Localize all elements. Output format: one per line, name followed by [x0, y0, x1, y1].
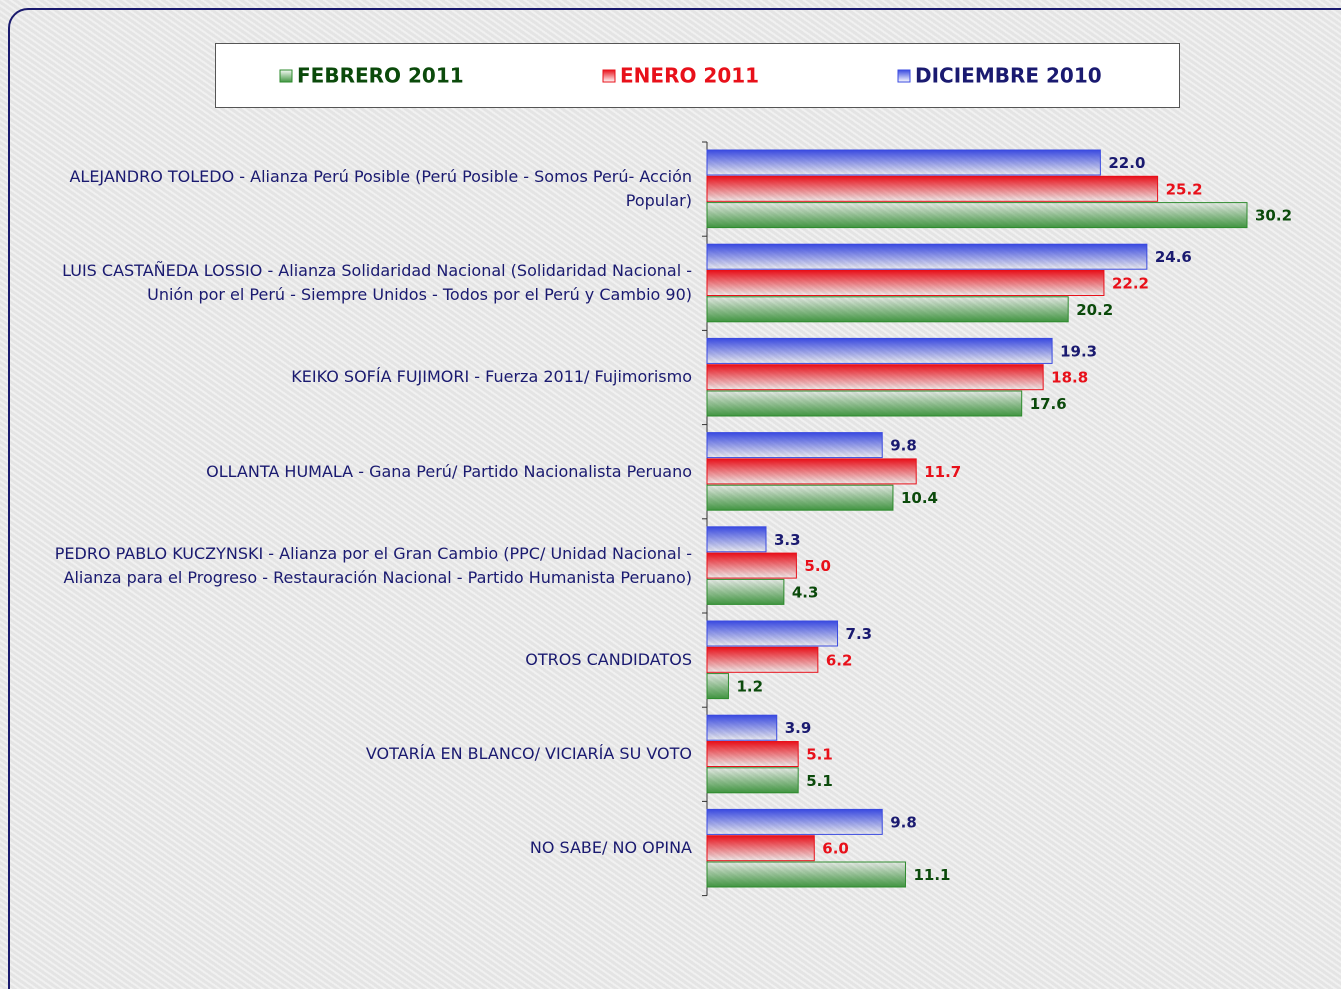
bar [706, 458, 917, 485]
bar [706, 202, 1248, 229]
value-label: 5.1 [806, 772, 833, 790]
value-label: 18.8 [1051, 369, 1088, 387]
value-label: 5.0 [804, 557, 831, 575]
value-label: 11.7 [924, 463, 961, 481]
bar [706, 673, 729, 700]
value-label: 10.4 [901, 489, 938, 507]
value-label: 24.6 [1155, 248, 1192, 266]
bar [706, 175, 1159, 202]
value-label: 6.0 [822, 840, 849, 858]
bar [706, 390, 1023, 417]
legend-swatch [279, 69, 293, 83]
category-label: PEDRO PABLO KUCZYNSKI - Alianza por el G… [54, 543, 692, 587]
value-label: 20.2 [1076, 301, 1113, 319]
category-label: OLLANTA HUMALA - Gana Perú/ Partido Naci… [206, 461, 692, 481]
value-label: 7.3 [846, 625, 873, 643]
bar [706, 578, 785, 605]
bar [706, 835, 815, 862]
bar [706, 741, 799, 767]
bar [706, 243, 1148, 270]
category-label: ALEJANDRO TOLEDO - Alianza Perú Posible … [69, 167, 692, 210]
bar [706, 526, 767, 553]
bar [706, 552, 797, 579]
legend-swatch [602, 69, 616, 83]
bar [706, 149, 1101, 176]
value-label: 5.1 [806, 746, 833, 764]
category-label: KEIKO SOFÍA FUJIMORI - Fuerza 2011/ Fuji… [291, 367, 692, 387]
bar [706, 861, 906, 888]
value-label: 30.2 [1255, 207, 1292, 225]
legend-label: FEBRERO 2011 [297, 64, 464, 88]
value-label: 19.3 [1060, 342, 1097, 360]
category-label: LUIS CASTAÑEDA LOSSIO - Alianza Solidari… [62, 261, 692, 305]
bar [706, 337, 1053, 364]
value-label: 17.6 [1030, 395, 1067, 413]
value-label: 4.3 [792, 583, 819, 601]
value-label: 3.3 [774, 531, 801, 549]
bar [706, 270, 1105, 296]
value-label: 25.2 [1166, 180, 1203, 198]
value-label: 9.8 [890, 437, 917, 455]
value-label: 22.2 [1112, 275, 1149, 293]
bar [706, 484, 894, 511]
value-label: 11.1 [913, 866, 950, 884]
value-label: 9.8 [890, 813, 917, 831]
value-label: 6.2 [826, 651, 853, 669]
bar [706, 646, 819, 673]
value-label: 22.0 [1108, 154, 1145, 172]
bar [706, 432, 883, 459]
frame [8, 8, 1341, 989]
legend-swatch [897, 69, 911, 83]
bar [706, 364, 1044, 391]
category-label: OTROS CANDIDATOS [525, 650, 692, 669]
value-label: 3.9 [785, 719, 812, 737]
bar [706, 767, 799, 794]
legend-label: DICIEMBRE 2010 [915, 64, 1102, 88]
value-label: 1.2 [736, 678, 763, 696]
category-label: VOTARÍA EN BLANCO/ VICIARÍA SU VOTO [365, 744, 692, 764]
bar [706, 620, 839, 647]
bar [706, 296, 1069, 323]
bar [706, 808, 883, 835]
legend-label: ENERO 2011 [620, 64, 759, 88]
legend [215, 43, 1180, 108]
category-label: NO SABE/ NO OPINA [529, 838, 692, 858]
bar [706, 714, 778, 741]
